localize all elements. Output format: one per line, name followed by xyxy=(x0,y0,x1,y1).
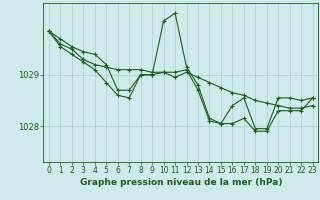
X-axis label: Graphe pression niveau de la mer (hPa): Graphe pression niveau de la mer (hPa) xyxy=(80,178,282,187)
